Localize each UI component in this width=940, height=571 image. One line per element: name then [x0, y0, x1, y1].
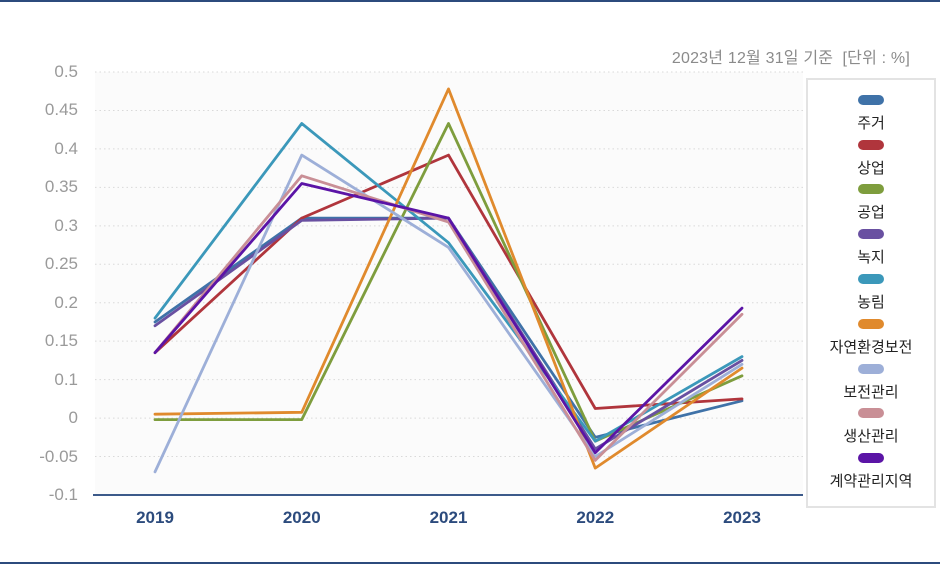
legend-swatch-icon: [858, 453, 884, 464]
y-tick-label: -0.05: [39, 446, 78, 466]
legend-item-3[interactable]: 녹지: [857, 229, 885, 267]
series-line-8: [153, 182, 744, 455]
legend-label: 녹지: [857, 249, 885, 267]
x-tick-label: 2020: [282, 508, 321, 527]
legend-swatch-icon: [857, 229, 884, 240]
legend-swatch-icon: [857, 139, 884, 150]
y-tick-label: 0.4: [54, 138, 78, 158]
x-tick-label: 2019: [136, 508, 174, 527]
chart-caption: 2023년 12월 31일 기준 [단위 : %]: [671, 50, 910, 67]
y-tick-label: 0.1: [54, 369, 78, 389]
y-tick-label: 0.3: [54, 215, 78, 235]
top-border-line: [0, 0, 940, 2]
x-tick-label: 2021: [429, 508, 468, 527]
legend-swatch-icon: [857, 408, 884, 419]
legend-item-0[interactable]: 주거: [857, 94, 885, 133]
y-tick-label: 0: [68, 408, 78, 428]
y-tick-label: 0.15: [44, 331, 78, 351]
y-tick-label: 0.2: [54, 292, 78, 312]
legend-item-7[interactable]: 생산관리: [843, 408, 899, 446]
legend-item-2[interactable]: 공업: [857, 184, 885, 222]
series-line-5: [153, 87, 744, 470]
legend-label: 주거: [857, 114, 885, 132]
legend-label: 생산관리: [843, 428, 899, 446]
legend-item-8[interactable]: 계약관리지역: [829, 453, 913, 491]
legend-swatch-icon: [857, 363, 884, 374]
legend-label: 공업: [857, 204, 885, 222]
legend-swatch-icon: [858, 318, 884, 329]
legend-swatch-icon: [857, 184, 884, 195]
y-tick-label: 0.5: [54, 62, 78, 81]
legend-item-1[interactable]: 상업: [857, 139, 885, 178]
bottom-divider-line: [0, 562, 940, 564]
legend-label: 자연환경보전: [829, 338, 913, 356]
legend-item-6[interactable]: 보전관리: [843, 363, 899, 402]
plot-area: [95, 72, 803, 495]
legend-item-5[interactable]: 자연환경보전: [829, 318, 913, 357]
y-tick-label: 0.45: [44, 100, 78, 120]
x-tick-label: 2022: [576, 508, 615, 527]
y-tick-label: 0.25: [44, 254, 78, 274]
legend-label: 계약관리지역: [829, 473, 913, 491]
legend-label: 농림: [857, 293, 885, 311]
legend-swatch-icon: [857, 94, 884, 105]
series-line-6: [153, 153, 744, 474]
series-line-7: [153, 174, 744, 462]
legend-item-4[interactable]: 농림: [857, 273, 885, 312]
x-tick-label: 2023: [723, 508, 761, 527]
y-tick-label: 0.35: [44, 177, 78, 197]
y-tick-label: -0.1: [48, 485, 78, 504]
legend-swatch-icon: [857, 273, 884, 284]
legend-label: 상업: [857, 159, 885, 177]
legend-label: 보전관리: [843, 383, 899, 401]
